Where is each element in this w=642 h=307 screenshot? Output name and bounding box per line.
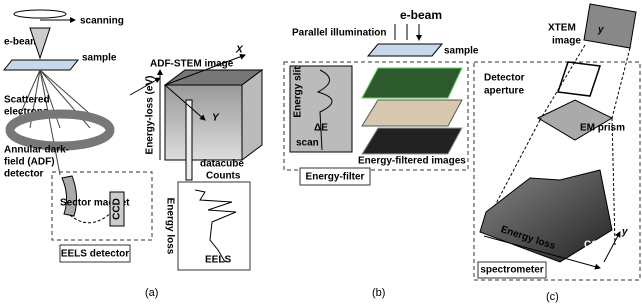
delta-e-label: ΔE (314, 123, 328, 134)
em-prism (536, 99, 614, 141)
spectrometer-label: spectrometer (480, 265, 543, 276)
scan-loop (13, 9, 67, 19)
ebeam-label: e-beam (400, 8, 442, 22)
adf-label: field (ADF) (4, 157, 55, 168)
xtem-label: XTEM (548, 23, 576, 34)
eels-box (51, 171, 153, 241)
filter-box (283, 61, 469, 171)
connector (129, 77, 161, 96)
beam-cone (29, 27, 51, 60)
energy-axis-label: Energy-loss (eV) (145, 76, 156, 155)
adf-ring (5, 109, 115, 151)
filtered-image (361, 99, 463, 127)
filtered-image (361, 127, 463, 155)
scattered-label: electrons (4, 107, 49, 118)
filtered-image (361, 67, 463, 99)
ebeam-label: e-beam (4, 37, 39, 48)
y-label: y (597, 25, 604, 36)
x-label: X (235, 45, 244, 56)
ccd-label: CCD (584, 240, 606, 251)
scan-label: scan (296, 138, 319, 149)
energy-axis (483, 235, 601, 270)
ccd-surface (479, 169, 613, 263)
adf-label: Annular dark- (4, 145, 69, 156)
sample-plate (2, 59, 80, 71)
prism-label: EM prism (580, 123, 625, 134)
adf-image-label: ADF-STEM image (150, 59, 234, 70)
panel-label: (b) (372, 287, 385, 299)
ccd-label: CCD (112, 198, 123, 220)
panel-label: (c) (546, 291, 559, 303)
aperture-label: Detector (484, 73, 525, 84)
illumination-label: Parallel illumination (292, 28, 386, 39)
panel-a: scanning e-beam sample Scattered electro… (2, 9, 264, 299)
adf-label: detector (4, 169, 44, 180)
spectrometer-box (473, 61, 641, 281)
panel-b: e-beam Parallel illumination sample Ener… (283, 8, 479, 299)
spectrometer-label-box (477, 261, 547, 279)
cube-side (241, 69, 263, 161)
beam-lines (489, 44, 631, 246)
xtem-plate (583, 3, 637, 49)
aperture-label: aperture (484, 86, 524, 97)
eels-detector-box (59, 244, 131, 263)
sector-magnet-label: Sector magnet (60, 198, 130, 209)
energy-loss-label: Energy loss (164, 198, 175, 255)
energy-filter-box (299, 167, 371, 186)
beam-arrows (394, 24, 419, 40)
images-label: Energy-filtered images (358, 156, 466, 167)
spectrum-column (185, 99, 193, 181)
y-axis (164, 84, 206, 121)
xtem-label: image (552, 36, 581, 47)
eels-spectrum (194, 189, 237, 263)
datacube-label: datacube (200, 159, 244, 170)
y-axis (603, 231, 621, 263)
energy-filter-label: Energy-filter (306, 172, 365, 183)
eels-detector-label: EELS detector (61, 249, 129, 260)
eels-plot (177, 181, 251, 271)
sample-label: sample (82, 53, 117, 64)
panel-c: XTEM image y Detector aperture EM prism … (473, 3, 641, 303)
scattered-label: Scattered (4, 95, 50, 106)
counts-label: Counts (206, 171, 241, 182)
cube-front (164, 84, 243, 161)
beam-path (69, 211, 113, 224)
slit-spectrum (316, 69, 333, 151)
sample-label: sample (444, 46, 479, 57)
scatter-lines (13, 69, 107, 176)
y-label: y (621, 227, 628, 238)
eels-label: EELS (205, 255, 231, 266)
x-axis (164, 53, 246, 86)
scanning-label: scanning (80, 16, 124, 27)
y-label: Y (212, 113, 220, 124)
aperture (556, 61, 602, 97)
slit-label: Energy slit (293, 66, 304, 118)
sector-magnet (61, 175, 78, 217)
sample-plate (366, 43, 444, 57)
ccd-box (109, 191, 125, 227)
panel-label: (a) (145, 287, 158, 299)
